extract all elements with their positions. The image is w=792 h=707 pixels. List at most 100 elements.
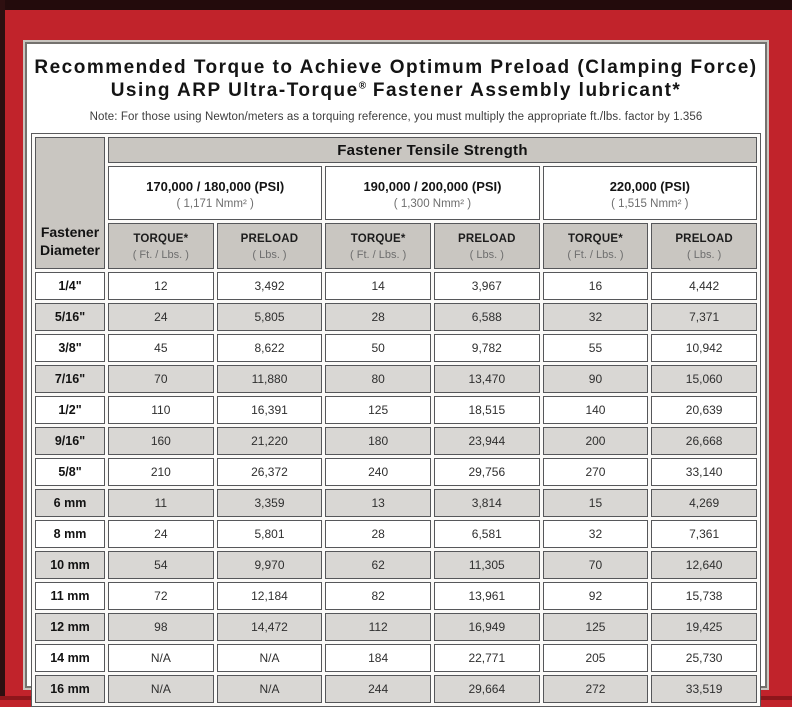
psi-group-190-200: 190,000 / 200,000 (PSI) ( 1,300 Nmm² ) — [325, 166, 540, 221]
value-cell: 16,391 — [216, 396, 323, 425]
tensile-strength-header: Fastener Tensile Strength — [108, 137, 757, 164]
diameter-cell: 12 mm — [35, 613, 105, 642]
value-cell: 33,140 — [651, 458, 757, 487]
value-cell: 50 — [325, 334, 431, 363]
torque-table: Fastener Diameter Fastener Tensile Stren… — [31, 133, 761, 707]
value-cell: 3,359 — [216, 489, 323, 518]
value-cell: N/A — [216, 675, 323, 704]
value-cell: 12,640 — [651, 551, 757, 580]
table-row: 6 mm 11 3,359 13 3,814 15 4,269 — [35, 489, 757, 518]
table-row: 3/8" 45 8,622 50 9,782 55 10,942 — [35, 334, 757, 363]
value-cell: 13,961 — [433, 582, 540, 611]
value-cell: 184 — [325, 644, 431, 673]
preload-column-header: PRELOAD ( Lbs. ) — [216, 223, 323, 270]
value-cell: 9,782 — [433, 334, 540, 363]
value-cell: 6,588 — [433, 303, 540, 332]
value-cell: 4,269 — [651, 489, 757, 518]
tensile-header-row: Fastener Diameter Fastener Tensile Stren… — [35, 137, 757, 270]
diameter-cell: 8 mm — [35, 520, 105, 549]
nmm-label: ( 1,300 Nmm² ) — [393, 197, 472, 210]
psi-header-row: 170,000 / 180,000 (PSI) ( 1,171 Nmm² ) 1… — [35, 166, 757, 221]
value-cell: 19,425 — [651, 613, 757, 642]
value-cell: 20,639 — [651, 396, 757, 425]
value-cell: 7,361 — [651, 520, 757, 549]
column-header-row: TORQUE* ( Ft. / Lbs. ) PRELOAD ( Lbs. ) … — [35, 223, 757, 270]
col-header-sub: ( Lbs. ) — [687, 249, 722, 262]
value-cell: 10,942 — [651, 334, 757, 363]
value-cell: 26,668 — [651, 427, 757, 456]
diameter-cell: 7/16" — [35, 365, 105, 394]
title-line1: Recommended Torque to Achieve Optimum Pr… — [34, 57, 758, 78]
value-cell: 13 — [325, 489, 431, 518]
value-cell: 28 — [325, 303, 431, 332]
table-row: 7/16" 70 11,880 80 13,470 90 15,060 — [35, 365, 757, 394]
value-cell: 4,442 — [651, 272, 757, 301]
diameter-cell: 5/8" — [35, 458, 105, 487]
value-cell: 18,515 — [433, 396, 540, 425]
value-cell: 15 — [542, 489, 649, 518]
col-header-label: PRELOAD — [240, 233, 299, 246]
value-cell: 11 — [108, 489, 214, 518]
value-cell: 32 — [542, 520, 649, 549]
value-cell: 33,519 — [651, 675, 757, 704]
value-cell: 92 — [542, 582, 649, 611]
value-cell: 32 — [542, 303, 649, 332]
torque-column-header: TORQUE* ( Ft. / Lbs. ) — [542, 223, 649, 270]
value-cell: 180 — [325, 427, 431, 456]
value-cell: 272 — [542, 675, 649, 704]
psi-group-220: 220,000 (PSI) ( 1,515 Nmm² ) — [542, 166, 757, 221]
col-header-sub: ( Ft. / Lbs. ) — [350, 249, 407, 262]
table-row: 16 mm N/A N/A 244 29,664 272 33,519 — [35, 675, 757, 704]
diameter-header-line1: Fastener — [40, 223, 100, 240]
note-text: Note: For those using Newton/meters as a… — [89, 111, 703, 124]
value-cell: 16 — [542, 272, 649, 301]
value-cell: 62 — [325, 551, 431, 580]
diameter-cell: 14 mm — [35, 644, 105, 673]
value-cell: 14,472 — [216, 613, 323, 642]
col-header-label: TORQUE* — [568, 233, 623, 246]
value-cell: 12 — [108, 272, 214, 301]
table-row: 5/16" 24 5,805 28 6,588 32 7,371 — [35, 303, 757, 332]
diameter-cell: 5/16" — [35, 303, 105, 332]
value-cell: 90 — [542, 365, 649, 394]
title-line2-end: Fastener Assembly lubricant* — [366, 80, 682, 102]
value-cell: N/A — [216, 644, 323, 673]
value-cell: 160 — [108, 427, 214, 456]
value-cell: 28 — [325, 520, 431, 549]
value-cell: 24 — [108, 520, 214, 549]
table-row: 12 mm 98 14,472 112 16,949 125 19,425 — [35, 613, 757, 642]
value-cell: 244 — [325, 675, 431, 704]
value-cell: 29,756 — [433, 458, 540, 487]
col-header-sub: ( Lbs. ) — [252, 249, 287, 262]
value-cell: 200 — [542, 427, 649, 456]
value-cell: 11,880 — [216, 365, 323, 394]
value-cell: 5,801 — [216, 520, 323, 549]
col-header-label: TORQUE* — [350, 233, 406, 246]
nmm-label: ( 1,171 Nmm² ) — [176, 197, 254, 210]
col-header-label: PRELOAD — [457, 233, 516, 246]
value-cell: 110 — [108, 396, 214, 425]
value-cell: 6,581 — [433, 520, 540, 549]
table-row: 11 mm 72 12,184 82 13,961 92 15,738 — [35, 582, 757, 611]
value-cell: 26,372 — [216, 458, 323, 487]
diameter-header-line2: Diameter — [40, 242, 100, 259]
table-row: 5/8" 210 26,372 240 29,756 270 33,140 — [35, 458, 757, 487]
title-line2: Using ARP Ultra-Torque — [110, 80, 359, 102]
value-cell: 7,371 — [651, 303, 757, 332]
diameter-cell: 16 mm — [35, 675, 105, 704]
table-body: 1/4" 12 3,492 14 3,967 16 4,442 5/16" 24 5,805 28 6… — [35, 272, 757, 704]
value-cell: 29,664 — [433, 675, 540, 704]
value-cell: 125 — [325, 396, 431, 425]
value-cell: 11,305 — [433, 551, 540, 580]
diameter-cell: 9/16" — [35, 427, 105, 456]
table-row: 1/4" 12 3,492 14 3,967 16 4,442 — [35, 272, 757, 301]
left-dark-strip — [0, 0, 5, 700]
diameter-cell: 10 mm — [35, 551, 105, 580]
value-cell: 98 — [108, 613, 214, 642]
top-dark-strip — [0, 0, 792, 10]
value-cell: 45 — [108, 334, 214, 363]
nmm-label: ( 1,515 Nmm² ) — [611, 197, 689, 210]
value-cell: 23,944 — [433, 427, 540, 456]
diameter-column-header: Fastener Diameter — [35, 137, 105, 270]
col-header-sub: ( Ft. / Lbs. ) — [567, 249, 624, 262]
